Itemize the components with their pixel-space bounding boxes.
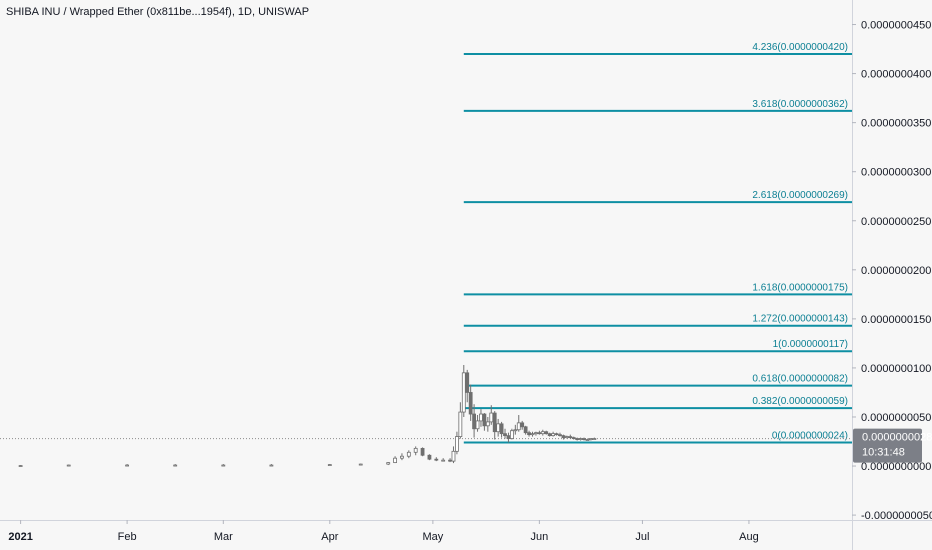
candle-body (589, 438, 593, 440)
candle-body (544, 431, 549, 435)
candle-body (393, 457, 397, 464)
candle-body (173, 464, 178, 467)
candle-body (386, 462, 391, 465)
chart-title: SHIBA INU / Wrapped Ether (0x811be...195… (6, 6, 309, 18)
current-price-tag: 0.0000000028 10:31:48 (853, 428, 932, 463)
price-tag-value: 0.0000000028 (862, 432, 932, 444)
y-tick-label: 0.0000000450 (861, 20, 931, 32)
x-tick-label: 2021 (8, 531, 32, 543)
candle-body (441, 459, 446, 462)
candle-body (592, 438, 597, 440)
candle-body (475, 420, 480, 430)
candle-body (489, 412, 494, 423)
candle-body (564, 436, 569, 439)
candle-body (461, 372, 466, 413)
candle-body (520, 422, 525, 428)
candle-body (551, 433, 556, 437)
y-tick-label: 0.0000000400 (861, 69, 931, 81)
candle-body (420, 447, 425, 456)
candle-body (327, 464, 332, 466)
candle-body (358, 463, 363, 466)
fib-level-label: 0.618(0.0000000082) (752, 374, 848, 385)
fib-level-label: 0(0.0000000024) (772, 430, 848, 441)
x-tick-label: Jul (635, 531, 649, 543)
y-tick-label: 0.0000000050 (861, 412, 931, 424)
candle-body (448, 459, 452, 462)
candle-body (558, 434, 562, 437)
candle-body (554, 433, 559, 436)
x-tick-label: Feb (118, 531, 137, 543)
y-tick-label: 0.0000000350 (861, 118, 931, 130)
candle-body (427, 454, 432, 460)
candles (18, 364, 597, 468)
y-tick-label: 0.0000000250 (861, 216, 931, 228)
candle-body (269, 464, 274, 467)
candle-body (18, 465, 23, 467)
fib-level-label: 2.618(0.0000000269) (752, 190, 848, 201)
x-tick-label: Apr (321, 531, 338, 543)
fib-level-label: 4.236(0.0000000420) (752, 42, 848, 53)
candle-body (492, 412, 497, 433)
candle-body (575, 438, 580, 440)
x-tick-label: Jun (530, 531, 548, 543)
x-tick-label: Mar (214, 531, 233, 543)
candle-body (513, 429, 518, 432)
candle-body (479, 413, 483, 422)
x-tick-label: May (422, 531, 443, 543)
candle-body (499, 423, 504, 435)
candle-body (571, 437, 576, 439)
y-tick-label: 0.0000000000 (861, 461, 931, 473)
candle-body (527, 432, 531, 436)
candle-body (66, 464, 71, 467)
candle-body (496, 423, 501, 433)
y-tick-label: 0.0000000200 (861, 265, 931, 277)
fib-level-label: 1.272(0.0000000143) (752, 314, 848, 325)
candle-body (585, 439, 590, 441)
candle-body (458, 411, 463, 438)
candle-body (482, 413, 487, 427)
candle-body (530, 433, 535, 436)
candle-body (534, 432, 538, 435)
fib-level-label: 3.618(0.0000000362) (752, 99, 848, 110)
y-tick-label: -0.0000000050 (861, 510, 932, 522)
candle-body (503, 433, 507, 437)
candle-body (485, 421, 490, 427)
candle-body (465, 372, 470, 393)
candle-body (455, 436, 459, 452)
candle-body (578, 438, 583, 440)
plot-background (0, 0, 852, 520)
candle-body (523, 426, 528, 434)
candle-body (451, 450, 456, 462)
candle-body (468, 392, 473, 415)
x-tick-label: Aug (739, 531, 759, 543)
fib-level-label: 0.382(0.0000000059) (752, 396, 848, 407)
candle-body (516, 422, 521, 431)
y-tick-label: 0.0000000100 (861, 363, 931, 375)
candle-body (561, 435, 566, 438)
candle-body (406, 451, 411, 457)
candle-body (547, 433, 552, 437)
candle-body (434, 458, 439, 461)
candle-body (125, 464, 130, 467)
candle-body (540, 431, 545, 435)
x-axis[interactable]: 2021 Feb Mar Apr May Jun Jul Aug (8, 520, 759, 543)
candle-body (472, 413, 476, 430)
candle-body (568, 436, 573, 439)
candle-body (221, 464, 226, 467)
fib-level-label: 1.618(0.0000000175) (752, 282, 848, 293)
price-tag-background (853, 428, 922, 463)
y-tick-label: 0.0000000150 (861, 314, 931, 326)
y-axis[interactable]: 0.0000000450 0.0000000400 0.0000000350 0.00… (852, 20, 932, 523)
y-tick-label: 0.0000000300 (861, 167, 931, 179)
fib-level-label: 1(0.0000000117) (773, 339, 848, 350)
candle-body (413, 447, 418, 453)
candle-body (400, 455, 404, 459)
candle-body (582, 438, 586, 440)
candle-body (509, 430, 514, 439)
candle-body (506, 435, 511, 439)
price-tag-countdown: 10:31:48 (862, 447, 905, 459)
fib-extension-tool[interactable]: 4.236(0.0000000420) 3.618(0.0000000362) 2.… (463, 42, 852, 444)
candle-body (537, 432, 542, 435)
